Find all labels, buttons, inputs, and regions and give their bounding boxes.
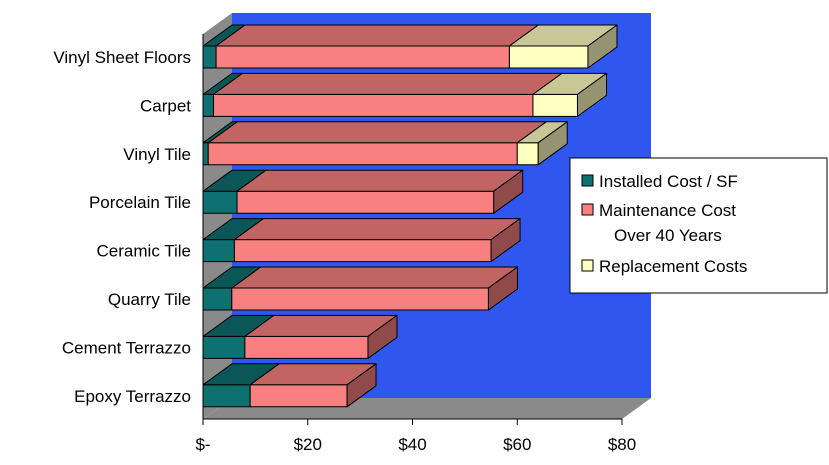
category-label: Epoxy Terrazzo — [74, 387, 191, 406]
bar-installed-front — [202, 335, 246, 359]
bar-maintenance-front — [207, 142, 518, 166]
bar-installed-front — [202, 45, 217, 69]
category-label: Cement Terrazzo — [62, 338, 191, 357]
legend-box — [569, 157, 828, 294]
legend-label-maintenance-line2: Over 40 Years — [614, 226, 722, 245]
bar-end-side — [493, 169, 524, 214]
bar-maintenance-top — [215, 24, 539, 47]
bar-maintenance-front — [215, 45, 510, 69]
bar-group — [202, 266, 518, 311]
legend-label-installed: Installed Cost / SF — [599, 172, 738, 191]
x-axis-ticks: $- $20 $40 $60 $80 — [195, 419, 636, 454]
bar-end-side — [346, 363, 377, 408]
legend-swatch-replacement — [581, 259, 594, 272]
x-tick-label: $80 — [608, 435, 636, 454]
bar-installed-front — [202, 142, 209, 166]
bar-group — [202, 314, 398, 359]
bar-replacement-front — [516, 142, 539, 166]
legend-label-replacement: Replacement Costs — [599, 257, 747, 276]
category-label: Vinyl Sheet Floors — [53, 48, 191, 67]
legend-swatch-maintenance — [581, 203, 594, 216]
bar-replacement-front — [532, 93, 578, 117]
legend-swatch-installed — [581, 174, 594, 187]
bar-maintenance-top — [233, 218, 521, 241]
category-label: Vinyl Tile — [123, 145, 191, 164]
category-label: Porcelain Tile — [89, 193, 191, 212]
bar-group — [202, 169, 524, 214]
bar-installed-front — [202, 190, 238, 214]
bar-installed-front — [202, 239, 235, 263]
x-tick-label: $60 — [503, 435, 531, 454]
bar-maintenance-top — [231, 266, 518, 289]
bar-maintenance-front — [212, 93, 534, 117]
bar-maintenance-top — [236, 169, 524, 192]
x-tick-label: $20 — [294, 435, 322, 454]
bar-group — [202, 121, 568, 166]
x-tick-label: $40 — [398, 435, 426, 454]
bar-end-side — [490, 218, 521, 263]
bar-end-side — [537, 121, 568, 166]
bar-replacement-front — [508, 45, 589, 69]
bar-maintenance-top — [212, 72, 563, 95]
bar-group — [202, 72, 607, 117]
category-label: Carpet — [140, 96, 191, 115]
bar-installed-front — [202, 93, 214, 117]
bar-installed-front — [202, 384, 251, 408]
bar-group — [202, 24, 618, 69]
bar-maintenance-top — [207, 121, 547, 144]
bar-maintenance-front — [249, 384, 348, 408]
bar-installed-front — [202, 287, 233, 311]
bar-group — [202, 218, 521, 263]
bar-end-side — [367, 314, 398, 359]
category-label: Quarry Tile — [108, 290, 191, 309]
category-labels: Vinyl Sheet Floors Carpet Vinyl Tile Porcel… — [53, 48, 191, 406]
bar-maintenance-front — [233, 239, 492, 263]
legend: Installed Cost / SF Maintenance Cost Ove… — [569, 157, 828, 294]
bar-end-side — [487, 266, 518, 311]
bar-maintenance-front — [236, 190, 495, 214]
bar-group — [202, 363, 377, 408]
bar-end-side — [587, 24, 618, 69]
bars-layer — [202, 24, 618, 408]
bar-maintenance-front — [231, 287, 489, 311]
x-tick-label: $- — [195, 435, 210, 454]
category-label: Ceramic Tile — [97, 242, 191, 261]
bar-maintenance-front — [244, 335, 369, 359]
bar-end-side — [576, 72, 607, 117]
legend-label-maintenance: Maintenance Cost — [599, 201, 736, 220]
